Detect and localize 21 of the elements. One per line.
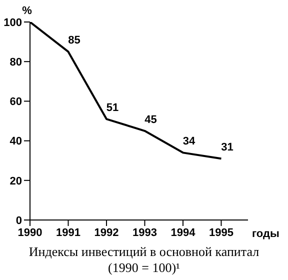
data-label: 31 — [221, 142, 234, 154]
y-tick-label: 40 — [10, 136, 22, 148]
y-tick-label: 20 — [10, 175, 22, 188]
text: Индексы инвестиций в основной капитал — [28, 244, 260, 260]
x-tick-label: 1991 — [56, 226, 80, 239]
y-axis-title: % — [22, 5, 32, 17]
y-tick-label: 0 — [16, 214, 22, 227]
data-label: 85 — [68, 34, 80, 47]
data-label: 34 — [182, 136, 196, 148]
y-tick-label: 60 — [10, 96, 22, 108]
x-tick-label: 1992 — [94, 226, 119, 239]
x-tick-label: 1993 — [132, 226, 157, 239]
data-label: 45 — [144, 114, 157, 126]
text: (1990 = 100)¹ — [107, 260, 181, 276]
y-tick-label: 80 — [10, 56, 22, 69]
x-tick-label: 1990 — [18, 226, 42, 239]
x-axis-title: годы — [252, 228, 280, 240]
x-tick-label: 1995 — [208, 226, 234, 239]
data-label: 51 — [106, 102, 119, 114]
y-tick-label: 100 — [4, 16, 22, 29]
x-tick-label: 1994 — [170, 226, 196, 239]
